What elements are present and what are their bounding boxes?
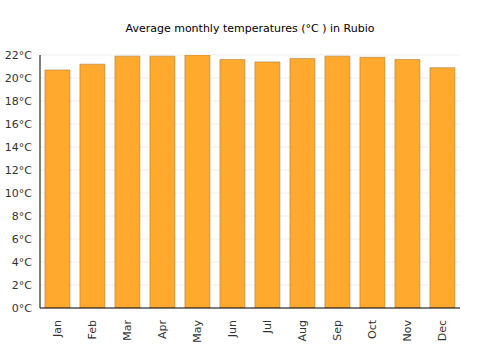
svg-text:Feb: Feb <box>86 320 99 339</box>
svg-text:8°C: 8°C <box>12 210 32 223</box>
svg-text:12°C: 12°C <box>8 164 32 177</box>
svg-text:Aug: Aug <box>296 320 309 341</box>
svg-text:Nov: Nov <box>401 320 414 342</box>
svg-text:10°C: 10°C <box>8 187 32 200</box>
svg-text:0°C: 0°C <box>12 302 32 315</box>
svg-text:20°C: 20°C <box>8 72 32 85</box>
svg-text:Apr: Apr <box>156 320 169 340</box>
svg-text:22°C: 22°C <box>8 49 32 62</box>
svg-text:Sep: Sep <box>331 320 344 341</box>
svg-text:6°C: 6°C <box>12 233 32 246</box>
html-text:Average monthly temperatures (: Average monthly temperatures (°C ) in Ru… <box>125 22 375 35</box>
svg-text:16°C: 16°C <box>8 118 32 131</box>
svg-text:2°C: 2°C <box>12 279 32 292</box>
svg-text:Jul: Jul <box>261 320 274 334</box>
svg-text:Jan: Jan <box>51 320 64 338</box>
svg-text:Dec: Dec <box>436 320 449 341</box>
svg-text:14°C: 14°C <box>8 141 32 154</box>
svg-text:Oct: Oct <box>366 319 379 339</box>
svg-text:May: May <box>191 320 204 343</box>
svg-text:18°C: 18°C <box>8 95 32 108</box>
svg-text:4°C: 4°C <box>12 256 32 269</box>
svg-text:Mar: Mar <box>121 320 134 341</box>
svg-text:Jun: Jun <box>226 320 239 338</box>
